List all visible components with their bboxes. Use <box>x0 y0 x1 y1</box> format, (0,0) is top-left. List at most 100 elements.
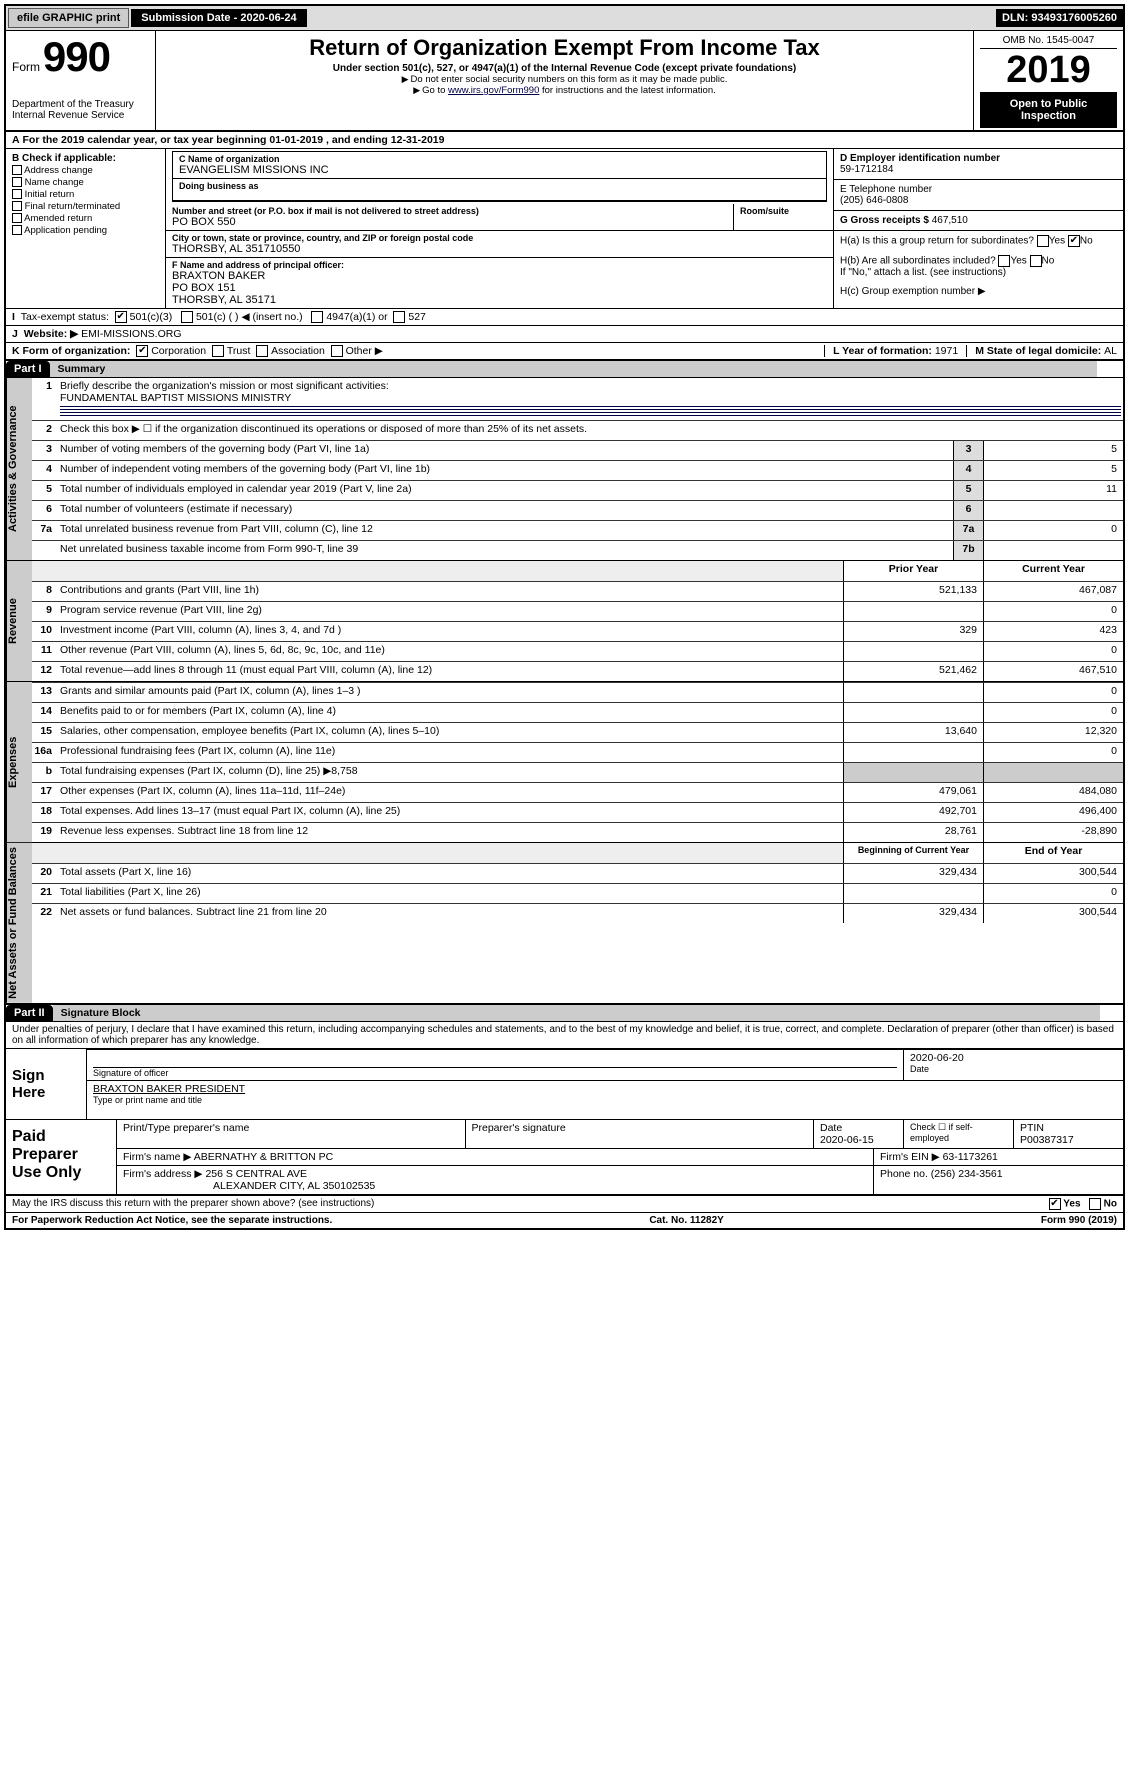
prep-date: 2020-06-15 <box>820 1134 874 1146</box>
open-public: Open to Public Inspection <box>980 92 1117 128</box>
box-c: C Name of organization EVANGELISM MISSIO… <box>166 149 833 308</box>
table-row: 4Number of independent voting members of… <box>32 460 1123 480</box>
efile-print-button[interactable]: efile GRAPHIC print <box>8 8 129 28</box>
checkbox-icon[interactable] <box>12 177 22 187</box>
prior-value: 329,434 <box>843 864 983 883</box>
line-box: 3 <box>953 441 983 460</box>
line-text: Net unrelated business taxable income fr… <box>58 541 953 560</box>
line-num: 6 <box>32 501 58 520</box>
no-label: No <box>1104 1198 1117 1209</box>
prior-value <box>843 884 983 903</box>
sig-row-1: Signature of officer 2020-06-20 Date <box>87 1049 1123 1080</box>
checkbox-icon[interactable] <box>1068 235 1080 247</box>
vtab-gov: Activities & Governance <box>6 378 32 560</box>
line-2: 2 Check this box ▶ ☐ if the organization… <box>32 420 1123 440</box>
line-text: Number of voting members of the governin… <box>58 441 953 460</box>
firm-addr-cell: Firm's address ▶ 256 S CENTRAL AVE ALEXA… <box>117 1166 873 1194</box>
checkbox-icon[interactable] <box>393 311 405 323</box>
table-row: 9Program service revenue (Part VIII, lin… <box>32 601 1123 621</box>
line-num: b <box>32 763 58 782</box>
table-row: 12Total revenue—add lines 8 through 11 (… <box>32 661 1123 681</box>
signature-line[interactable] <box>93 1052 897 1068</box>
table-row: 10Investment income (Part VIII, column (… <box>32 621 1123 641</box>
line-1: 1 Briefly describe the organization's mi… <box>32 378 1123 420</box>
q2-text: Check this box ▶ ☐ if the organization d… <box>58 421 1123 440</box>
line-text: Total liabilities (Part X, line 26) <box>58 884 843 903</box>
line-text: Revenue less expenses. Subtract line 18 … <box>58 823 843 842</box>
q1-label: Briefly describe the organization's miss… <box>60 380 389 392</box>
officer-addr2: THORSBY, AL 35171 <box>172 294 827 306</box>
officer-addr1: PO BOX 151 <box>172 282 827 294</box>
checkbox-icon[interactable] <box>12 213 22 223</box>
table-row: 21Total liabilities (Part X, line 26)0 <box>32 883 1123 903</box>
goto-link[interactable]: www.irs.gov/Form990 <box>448 85 539 96</box>
ein-label: Firm's EIN ▶ <box>880 1151 940 1163</box>
checkbox-icon[interactable] <box>1049 1198 1061 1210</box>
sign-here-block: Sign Here Signature of officer 2020-06-2… <box>6 1048 1123 1119</box>
rule-icon <box>60 412 1121 413</box>
gov-section: Activities & Governance 1 Briefly descri… <box>6 378 1123 561</box>
sig-row-2: BRAXTON BAKER PRESIDENT Type or print na… <box>87 1080 1123 1107</box>
checkbox-icon[interactable] <box>212 345 224 357</box>
part1-bar: Part I Summary <box>6 360 1123 378</box>
line-text: Number of independent voting members of … <box>58 461 953 480</box>
checkbox-icon[interactable] <box>1037 235 1049 247</box>
calyear-pre: For the 2019 calendar year, or tax year … <box>23 134 270 146</box>
year-formation: L Year of formation: 1971 <box>824 345 958 357</box>
ptin-label: PTIN <box>1020 1122 1117 1134</box>
officer-name: BRAXTON BAKER <box>172 270 827 282</box>
te-527: 527 <box>408 311 426 323</box>
paid-preparer-block: Paid Preparer Use Only Print/Type prepar… <box>6 1119 1123 1195</box>
checkbox-icon[interactable] <box>1030 255 1042 267</box>
table-row: 5Total number of individuals employed in… <box>32 480 1123 500</box>
net-header-row: Beginning of Current Year End of Year <box>32 843 1123 863</box>
paid-row-1: Print/Type preparer's name Preparer's si… <box>117 1120 1123 1148</box>
checkbox-icon[interactable] <box>311 311 323 323</box>
street-cell: Number and street (or P.O. box if mail i… <box>166 204 733 230</box>
paid-row-2: Firm's name ▶ ABERNATHY & BRITTON PC Fir… <box>117 1148 1123 1165</box>
line-value <box>983 541 1123 560</box>
line-num <box>32 541 58 560</box>
line-text: Investment income (Part VIII, column (A)… <box>58 622 843 641</box>
checkbox-icon[interactable] <box>115 311 127 323</box>
korg-trust: Trust <box>227 345 251 357</box>
table-row: 20Total assets (Part X, line 16)329,4343… <box>32 863 1123 883</box>
ck-label: Application pending <box>24 225 107 236</box>
no-label: No <box>1042 256 1055 267</box>
officer-label: F Name and address of principal officer: <box>172 260 827 270</box>
calyear-end: 12-31-2019 <box>391 134 445 146</box>
rule-icon <box>60 406 1121 407</box>
ein-label: D Employer identification number <box>840 153 1000 164</box>
checkbox-icon[interactable] <box>1089 1198 1101 1210</box>
box-b-label: B Check if applicable: <box>12 153 159 164</box>
footer-cat: Cat. No. 11282Y <box>649 1215 723 1226</box>
firm-phone: (256) 234-3561 <box>931 1168 1003 1180</box>
firm-name-cell: Firm's name ▶ ABERNATHY & BRITTON PC <box>117 1149 873 1165</box>
city-cell: City or town, state or province, country… <box>166 231 833 258</box>
current-value: 300,544 <box>983 904 1123 923</box>
checkbox-icon[interactable] <box>256 345 268 357</box>
nossn-note: Do not enter social security numbers on … <box>162 74 967 85</box>
entity-block: B Check if applicable: Address change Na… <box>6 149 1123 308</box>
line-num: 4 <box>32 461 58 480</box>
korg-assoc: Association <box>271 345 325 357</box>
checkbox-icon[interactable] <box>331 345 343 357</box>
ck-final-return: Final return/terminated <box>12 201 159 212</box>
current-value: 467,087 <box>983 582 1123 601</box>
line-value: 11 <box>983 481 1123 500</box>
checkbox-icon[interactable] <box>12 225 22 235</box>
prior-value: 492,701 <box>843 803 983 822</box>
checkbox-icon[interactable] <box>12 189 22 199</box>
checkbox-icon[interactable] <box>181 311 193 323</box>
checkbox-icon[interactable] <box>136 345 148 357</box>
line-text: Total number of volunteers (estimate if … <box>58 501 953 520</box>
line-num: 14 <box>32 703 58 722</box>
dln: DLN: 93493176005260 <box>996 9 1123 27</box>
checkbox-icon[interactable] <box>12 201 22 211</box>
checkbox-icon[interactable] <box>12 165 22 175</box>
checkbox-icon[interactable] <box>998 255 1010 267</box>
line-num: 8 <box>32 582 58 601</box>
phone-cell: E Telephone number (205) 646-0808 <box>834 180 1123 211</box>
hc-label: H(c) Group exemption number ▶ <box>840 286 986 297</box>
rule-icon <box>60 409 1121 410</box>
